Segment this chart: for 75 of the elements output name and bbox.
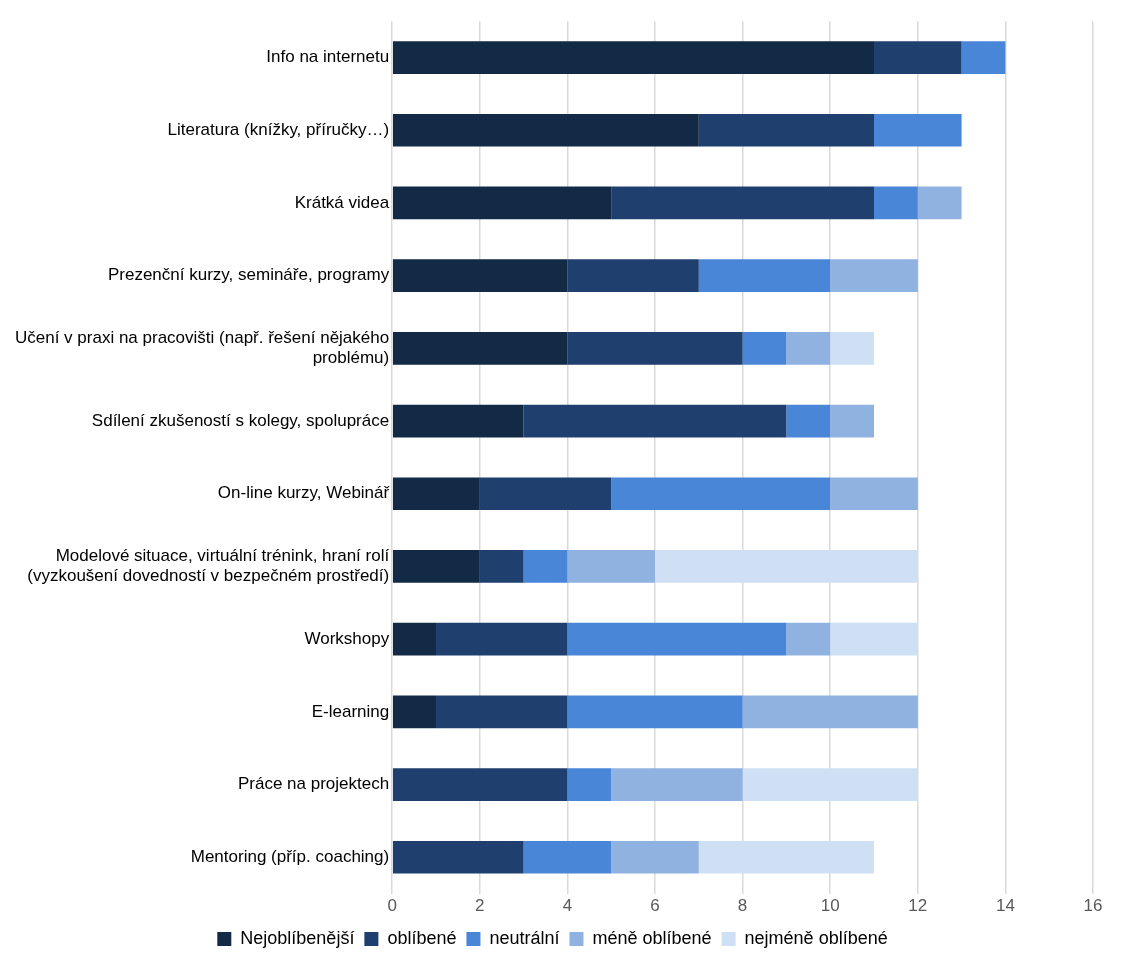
y-tick-label: Prezenční kurzy, semináře, programy <box>107 265 390 285</box>
y-tick-label: On-line kurzy, Webinář <box>217 483 390 503</box>
bar <box>435 695 568 729</box>
bar <box>479 550 524 583</box>
x-tick-label: 8 <box>737 896 748 916</box>
x-tick-label: 16 <box>1083 896 1103 916</box>
bar <box>830 477 918 511</box>
y-tick-label: Učení v praxi na pracovišti (např. řešení nějakého problému) <box>14 327 390 368</box>
bar <box>392 186 612 220</box>
bar <box>611 477 831 511</box>
bar <box>392 259 568 293</box>
bar <box>392 695 436 729</box>
bar <box>392 622 436 656</box>
legend-label: nejméně oblíbené <box>744 927 888 948</box>
bar <box>742 331 787 365</box>
y-tick-label: Práce na projektech <box>237 774 390 794</box>
bar <box>698 113 874 147</box>
bar <box>830 331 874 365</box>
bar <box>567 259 699 293</box>
bar <box>698 259 831 293</box>
bar <box>698 840 874 874</box>
bar <box>874 186 918 220</box>
bar <box>567 622 787 656</box>
bar <box>830 259 918 293</box>
bar <box>874 113 962 147</box>
bar <box>611 186 874 220</box>
x-tick-label: 12 <box>908 896 928 916</box>
bar <box>786 331 831 365</box>
y-tick-label: E-learning <box>311 701 390 721</box>
bar <box>742 768 918 801</box>
bar <box>392 477 480 511</box>
bar <box>523 840 612 874</box>
bar <box>435 622 568 656</box>
y-tick-label: Workshopy <box>304 628 390 648</box>
bar <box>479 477 612 511</box>
bar <box>830 622 918 656</box>
legend-label: neutrální <box>489 927 560 948</box>
bar <box>392 768 568 801</box>
x-tick-label: 0 <box>387 896 397 916</box>
bar <box>786 404 831 438</box>
y-tick-label: Krátká videa <box>294 192 390 212</box>
bar <box>786 622 831 656</box>
bar <box>830 404 874 438</box>
y-tick-label: Info na internetu <box>266 47 390 67</box>
bar <box>523 404 787 438</box>
bar <box>611 840 699 874</box>
y-tick-label: Literatura (knížky, příručky…) <box>167 119 390 139</box>
x-tick-label: 10 <box>820 896 840 916</box>
bar <box>392 331 568 365</box>
bar <box>567 550 655 583</box>
bar <box>392 840 524 874</box>
bar <box>917 186 962 220</box>
bar <box>567 331 743 365</box>
bar <box>874 41 962 74</box>
legend-label: méně oblíbené <box>592 927 712 948</box>
x-tick-label: 6 <box>650 896 660 916</box>
bar <box>392 113 699 147</box>
bar <box>392 404 524 438</box>
x-tick-label: 14 <box>995 896 1015 916</box>
legend-label: oblíbené <box>387 927 457 948</box>
x-tick-label: 2 <box>475 896 485 916</box>
bar <box>611 768 743 801</box>
bar <box>392 41 874 74</box>
bar <box>961 41 1006 74</box>
y-tick-label: Sdílení zkušeností s kolegy, spolupráce <box>91 410 390 430</box>
bar <box>654 550 918 583</box>
legend-label: Nejoblíbenější <box>240 927 355 948</box>
bar <box>567 695 743 729</box>
bar <box>523 550 568 583</box>
bar <box>567 768 612 801</box>
y-tick-label: Modelové situace, virtuální trénink, hraní rolí (vyzkoušení dovedností v bezpečném prostředí) <box>27 545 390 586</box>
y-tick-label: Mentoring (příp. coaching) <box>190 846 390 866</box>
bar <box>742 695 918 729</box>
bar <box>392 550 480 583</box>
x-tick-label: 4 <box>562 896 573 916</box>
